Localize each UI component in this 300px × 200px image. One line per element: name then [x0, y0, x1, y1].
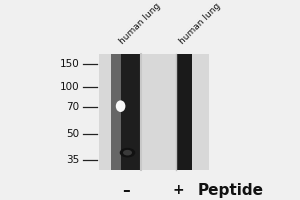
Ellipse shape — [123, 150, 132, 155]
Bar — [121, 54, 141, 170]
Ellipse shape — [116, 100, 125, 112]
Bar — [99, 54, 208, 170]
Text: 50: 50 — [66, 129, 80, 139]
Text: 150: 150 — [60, 59, 80, 69]
Bar — [111, 54, 121, 170]
Bar — [141, 54, 147, 170]
Text: 100: 100 — [60, 82, 80, 92]
Text: +: + — [173, 183, 184, 197]
Text: 35: 35 — [66, 155, 80, 165]
Text: human lung: human lung — [178, 1, 223, 46]
Ellipse shape — [120, 148, 135, 157]
Bar — [176, 54, 192, 170]
Text: human lung: human lung — [118, 1, 163, 46]
Text: 70: 70 — [66, 102, 80, 112]
Text: Peptide: Peptide — [198, 183, 264, 198]
Text: –: – — [122, 183, 130, 198]
